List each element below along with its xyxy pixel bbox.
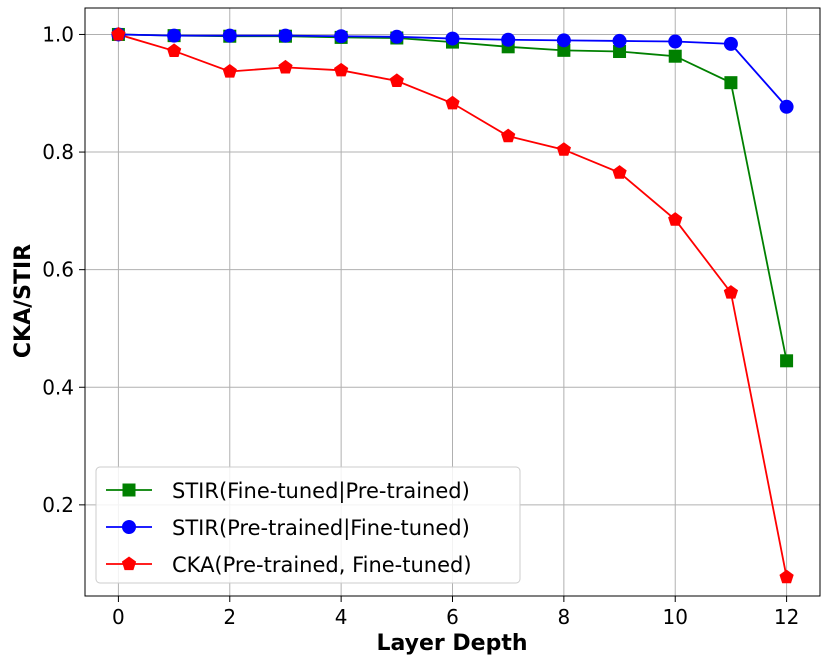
data-point xyxy=(557,43,571,57)
data-point xyxy=(779,569,794,584)
data-point xyxy=(222,28,237,43)
data-point xyxy=(613,45,627,59)
data-point xyxy=(167,28,182,43)
data-point xyxy=(389,73,404,87)
data-point xyxy=(222,64,237,78)
data-point xyxy=(612,165,627,179)
data-point xyxy=(278,28,293,43)
data-point xyxy=(501,32,516,47)
legend-entry-label: CKA(Pre-trained, Fine-tuned) xyxy=(172,553,472,577)
data-point xyxy=(668,212,683,226)
data-point xyxy=(723,36,738,51)
data-point xyxy=(445,95,460,110)
data-point xyxy=(166,43,182,57)
y-axis-label: CKA/STIR xyxy=(11,244,36,358)
data-point xyxy=(612,33,627,48)
x-tick-label: 4 xyxy=(335,605,348,629)
y-tick-label: 0.2 xyxy=(42,493,74,517)
y-tick-label: 0.4 xyxy=(42,375,74,399)
data-point xyxy=(111,26,126,41)
data-point xyxy=(668,49,682,63)
data-point xyxy=(779,99,794,114)
x-tick-label: 8 xyxy=(557,605,570,629)
data-point xyxy=(723,285,739,299)
legend-box xyxy=(95,466,521,584)
x-tick-label: 0 xyxy=(112,605,125,629)
legend-marker xyxy=(121,556,137,571)
y-tick-label: 1.0 xyxy=(42,22,74,46)
legend-marker xyxy=(122,483,136,497)
axis-ticks: 0 2 4 6 8 10 12 0.2 0.4 0.6 0.8 1.0 xyxy=(42,22,799,629)
data-point xyxy=(278,59,293,74)
x-tick-label: 2 xyxy=(223,605,236,629)
x-tick-label: 10 xyxy=(663,605,688,629)
data-point xyxy=(334,29,349,44)
data-point xyxy=(334,62,349,77)
y-tick-label: 0.6 xyxy=(42,258,74,282)
data-point xyxy=(556,142,571,156)
legend-marker xyxy=(122,520,136,534)
data-point xyxy=(780,354,794,368)
data-point xyxy=(668,34,683,49)
data-point xyxy=(389,29,404,44)
data-point xyxy=(501,128,516,143)
data-point xyxy=(556,33,571,48)
legend: STIR(Fine-tuned|Pre-trained) STIR(Pre-tra… xyxy=(95,466,521,584)
x-tick-label: 12 xyxy=(774,605,799,629)
legend-entry-label: STIR(Pre-trained|Fine-tuned) xyxy=(172,516,470,541)
data-point xyxy=(724,76,738,90)
x-axis-label: Layer Depth xyxy=(376,631,527,656)
legend-entry-label: STIR(Fine-tuned|Pre-trained) xyxy=(172,479,470,504)
x-tick-label: 6 xyxy=(446,605,459,629)
y-tick-label: 0.8 xyxy=(42,140,74,164)
series-markers xyxy=(111,26,794,584)
data-point xyxy=(445,31,460,46)
